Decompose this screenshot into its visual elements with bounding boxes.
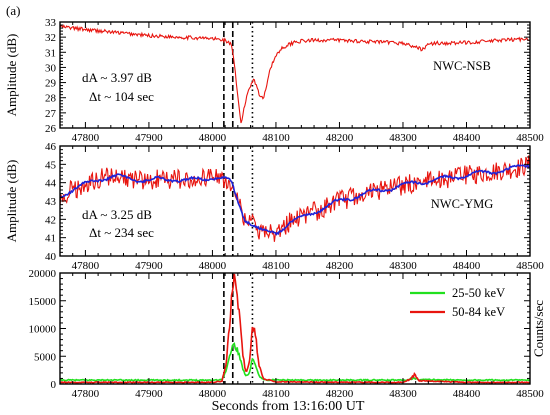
x-tick-label-nsb-0: 47800 (72, 132, 100, 144)
y-tick-label-nsb-7: 33 (45, 17, 57, 29)
y-tick-label-nsb-6: 32 (45, 32, 56, 44)
y-tick-label-ymg-1: 41 (45, 233, 56, 245)
x-tick-label-counts-3: 48100 (262, 388, 290, 400)
x-tick-label-ymg-1: 47900 (135, 260, 163, 272)
figure-label: (a) (6, 3, 20, 18)
y-axis-label-nsb: Amplitude (dB) (4, 34, 19, 117)
y-tick-label-counts-3: 15000 (29, 296, 57, 308)
panel-nwc-nsb: 47800 47900 48000 48100 48200 48300 48400 48500… (4, 17, 544, 144)
y-tick-label-nsb-2: 28 (45, 93, 57, 105)
x-tick-label-nsb-6: 48400 (453, 132, 481, 144)
x-tick-label-counts-7: 48500 (516, 388, 544, 400)
annotation-nsb-1: Δt ~ 104 sec (89, 89, 154, 104)
legend-label-0: 25-50 keV (452, 286, 505, 300)
x-tick-label-ymg-5: 48300 (389, 260, 417, 272)
y-axis-label-ymg: Amplitude (dB) (4, 160, 19, 243)
x-tick-label-ymg-4: 48200 (326, 260, 354, 272)
x-tick-label-ymg-7: 48500 (516, 260, 544, 272)
y-tick-label-ymg-5: 45 (45, 159, 57, 171)
series-line-ymg-1 (60, 164, 530, 236)
y-tick-label-nsb-5: 31 (45, 47, 56, 59)
y-tick-label-counts-1: 5000 (34, 351, 57, 363)
x-tick-label-ymg-0: 47800 (72, 260, 100, 272)
x-tick-label-counts-4: 48200 (326, 388, 354, 400)
x-tick-label-nsb-7: 48500 (516, 132, 544, 144)
x-tick-label-counts-1: 47900 (135, 388, 163, 400)
y-axis-label-counts: Counts/sec (531, 300, 546, 357)
x-tick-label-counts-6: 48400 (453, 388, 481, 400)
x-tick-label-nsb-5: 48300 (389, 132, 417, 144)
y-tick-label-counts-4: 20000 (29, 268, 57, 280)
legend-label-1: 50-84 keV (452, 305, 505, 319)
annotation-nsb-0: dA ~ 3.97 dB (82, 70, 152, 85)
x-tick-label-ymg-6: 48400 (453, 260, 481, 272)
x-axis-label: Seconds from 13:16:00 UT (212, 399, 365, 414)
y-tick-label-ymg-3: 43 (45, 196, 57, 208)
station-label-ymg: NWC-YMG (431, 197, 494, 211)
x-tick-label-ymg-2: 48000 (199, 260, 227, 272)
series-line-nsb-0 (60, 24, 530, 124)
y-tick-label-ymg-6: 46 (45, 141, 57, 153)
plot-frame-nsb (59, 21, 531, 129)
panel-counts: 47800 47900 48000 48100 48200 48300 48400 48500… (29, 268, 547, 400)
y-tick-label-counts-2: 10000 (29, 324, 57, 336)
station-label-nsb: NWC-NSB (433, 59, 491, 73)
x-tick-label-counts-2: 48000 (199, 388, 227, 400)
annotation-ymg-1: Δt ~ 234 sec (89, 225, 154, 240)
x-tick-label-nsb-3: 48100 (262, 132, 290, 144)
series-line-counts-1 (60, 273, 530, 384)
y-tick-label-nsb-1: 27 (45, 108, 57, 120)
y-tick-label-ymg-0: 40 (45, 251, 57, 263)
x-tick-label-nsb-4: 48200 (326, 132, 354, 144)
y-tick-label-nsb-4: 30 (45, 62, 57, 74)
y-tick-label-ymg-4: 44 (45, 178, 57, 190)
x-tick-label-ymg-3: 48100 (262, 260, 290, 272)
series-line-counts-0 (60, 342, 530, 382)
y-tick-label-counts-0: 0 (51, 379, 57, 391)
y-tick-label-nsb-0: 26 (45, 123, 57, 135)
x-tick-label-counts-0: 47800 (72, 388, 100, 400)
annotation-ymg-0: dA ~ 3.25 dB (82, 207, 152, 222)
x-tick-label-counts-5: 48300 (389, 388, 417, 400)
panel-nwc-ymg: 47800 47900 48000 48100 48200 48300 48400 48500… (4, 141, 544, 272)
x-tick-label-nsb-2: 48000 (199, 132, 227, 144)
y-tick-label-nsb-3: 29 (45, 78, 57, 90)
y-tick-label-ymg-2: 42 (45, 214, 56, 226)
x-tick-label-nsb-1: 47900 (135, 132, 163, 144)
